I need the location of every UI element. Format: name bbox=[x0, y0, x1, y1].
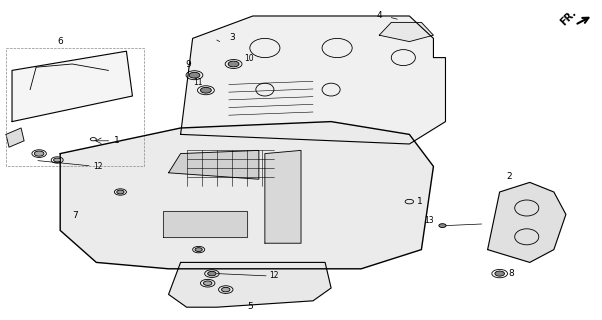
Circle shape bbox=[117, 190, 124, 194]
Circle shape bbox=[195, 248, 202, 252]
Text: 7: 7 bbox=[72, 211, 78, 220]
Circle shape bbox=[439, 224, 446, 228]
Polygon shape bbox=[265, 150, 301, 243]
Circle shape bbox=[189, 72, 200, 78]
Text: 2: 2 bbox=[506, 172, 512, 181]
Text: 10: 10 bbox=[244, 54, 254, 63]
Text: 12: 12 bbox=[270, 271, 279, 280]
Polygon shape bbox=[488, 182, 566, 262]
Polygon shape bbox=[379, 22, 433, 42]
Circle shape bbox=[208, 271, 216, 276]
Polygon shape bbox=[169, 262, 331, 307]
Circle shape bbox=[200, 87, 211, 93]
Polygon shape bbox=[163, 211, 247, 237]
Circle shape bbox=[34, 151, 44, 156]
Text: 5: 5 bbox=[247, 302, 253, 311]
Polygon shape bbox=[12, 51, 132, 122]
Polygon shape bbox=[169, 150, 259, 179]
Text: 13: 13 bbox=[424, 216, 433, 225]
Text: 12: 12 bbox=[93, 162, 103, 171]
Circle shape bbox=[495, 271, 504, 276]
Text: 6: 6 bbox=[57, 37, 63, 46]
Text: FR.: FR. bbox=[559, 7, 579, 27]
Polygon shape bbox=[6, 128, 24, 147]
Text: 11: 11 bbox=[193, 78, 202, 87]
Circle shape bbox=[222, 287, 230, 292]
Circle shape bbox=[228, 61, 239, 67]
Text: 1: 1 bbox=[114, 136, 120, 145]
Polygon shape bbox=[181, 16, 445, 144]
Text: 1: 1 bbox=[417, 197, 423, 206]
Text: 4: 4 bbox=[376, 11, 382, 20]
Polygon shape bbox=[60, 122, 433, 269]
Text: 8: 8 bbox=[509, 269, 515, 278]
Circle shape bbox=[54, 158, 61, 162]
Circle shape bbox=[203, 281, 212, 285]
Text: 3: 3 bbox=[229, 33, 235, 42]
Text: 9: 9 bbox=[185, 60, 191, 69]
